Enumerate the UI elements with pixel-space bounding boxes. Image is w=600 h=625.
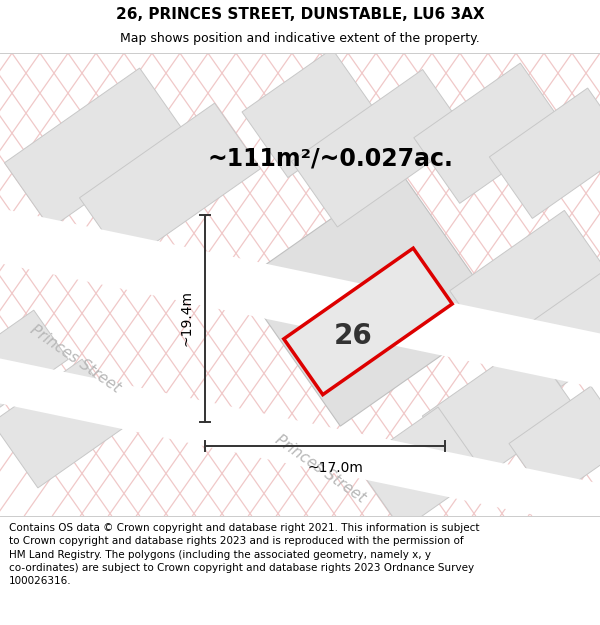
Polygon shape [242,49,378,177]
Text: 26, PRINCES STREET, DUNSTABLE, LU6 3AX: 26, PRINCES STREET, DUNSTABLE, LU6 3AX [116,8,484,22]
Polygon shape [0,359,128,488]
Polygon shape [240,171,500,426]
Polygon shape [422,341,578,486]
Text: Contains OS data © Crown copyright and database right 2021. This information is : Contains OS data © Crown copyright and d… [9,523,479,586]
Polygon shape [0,310,68,417]
Polygon shape [284,248,452,394]
Polygon shape [509,386,600,501]
Polygon shape [79,103,260,264]
Polygon shape [0,208,600,389]
Polygon shape [0,359,600,529]
Polygon shape [4,68,185,228]
Text: ~111m²/~0.027ac.: ~111m²/~0.027ac. [207,146,453,170]
Polygon shape [414,63,566,203]
Text: 26: 26 [334,322,373,351]
Text: Princes Street: Princes Street [27,322,123,395]
Text: ~19.4m: ~19.4m [180,291,194,346]
Text: ~17.0m: ~17.0m [307,461,363,474]
Polygon shape [450,211,600,356]
Polygon shape [490,88,600,218]
Polygon shape [292,69,469,227]
Text: Map shows position and indicative extent of the property.: Map shows position and indicative extent… [120,32,480,45]
Polygon shape [521,260,600,387]
Text: Princes Street: Princes Street [272,432,368,505]
Polygon shape [356,407,484,530]
